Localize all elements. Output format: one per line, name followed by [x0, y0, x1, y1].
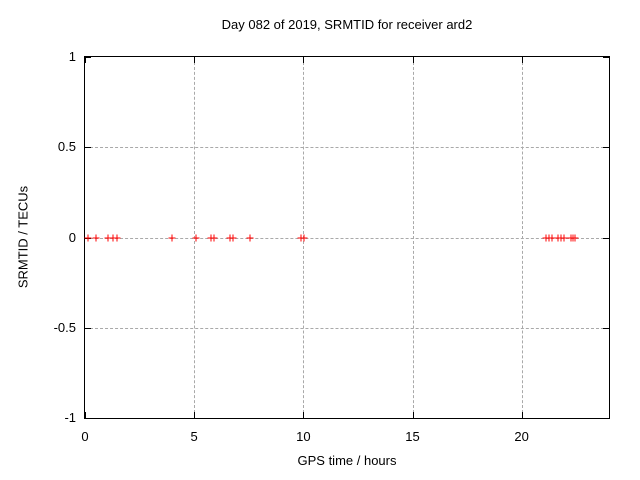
- gridline-y-0: [85, 237, 609, 239]
- y-tick-left: [85, 418, 91, 419]
- gridline-y-0.5: [85, 147, 609, 149]
- data-point: [560, 234, 568, 241]
- x-tick-top: [521, 57, 523, 63]
- x-tick-top: [85, 57, 86, 63]
- data-point: [168, 234, 176, 241]
- y-tick-label--0.5: -0.5: [53, 319, 76, 335]
- x-tick-top: [194, 57, 196, 63]
- data-point: [104, 234, 112, 241]
- y-tick-right: [603, 418, 609, 419]
- data-point: [229, 234, 237, 241]
- data-point: [548, 234, 556, 241]
- data-point: [210, 234, 218, 241]
- plot-area: [84, 56, 610, 419]
- x-tick-bottom: [303, 412, 305, 418]
- data-point: [113, 234, 121, 241]
- gridline-y--0.5: [85, 327, 609, 329]
- y-tick-label--1: -1: [64, 410, 76, 425]
- y-tick-right: [603, 237, 609, 239]
- x-tick-top: [412, 57, 414, 63]
- x-tick-top: [303, 57, 305, 63]
- x-tick-bottom: [412, 412, 414, 418]
- y-tick-label-1: 1: [68, 49, 76, 64]
- data-point: [571, 234, 579, 241]
- data-point: [192, 234, 200, 241]
- y-tick-left: [85, 327, 91, 329]
- x-tick-bottom: [85, 412, 86, 418]
- y-tick-right: [603, 327, 609, 329]
- chart-title: Day 082 of 2019, SRMTID for receiver ard…: [221, 17, 473, 32]
- x-tick-bottom: [194, 412, 196, 418]
- y-tick-right: [603, 147, 609, 149]
- y-tick-right: [603, 57, 609, 58]
- x-tick-label-15: 15: [405, 429, 420, 444]
- x-tick-label-0: 0: [81, 429, 89, 444]
- y-tick-left: [85, 57, 91, 58]
- x-tick-bottom: [521, 412, 523, 418]
- y-tick-label-0: 0: [68, 229, 76, 245]
- data-point: [246, 234, 254, 241]
- y-tick-left: [85, 147, 91, 149]
- data-point: [92, 234, 100, 241]
- data-point: [300, 234, 308, 241]
- x-tick-label-20: 20: [514, 429, 529, 444]
- x-tick-label-5: 5: [190, 429, 198, 444]
- y-tick-label-0.5: 0.5: [57, 139, 76, 155]
- data-point: [84, 234, 92, 241]
- x-tick-label-10: 10: [296, 429, 311, 444]
- x-axis-label: GPS time / hours: [297, 453, 397, 468]
